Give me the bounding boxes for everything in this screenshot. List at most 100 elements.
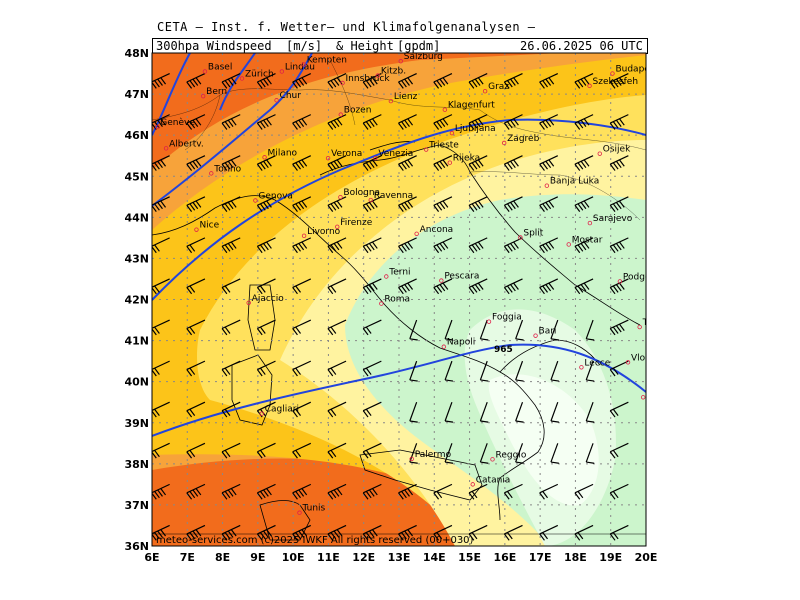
city-marker <box>579 365 584 370</box>
city-marker <box>384 274 389 279</box>
city-marker <box>587 83 592 89</box>
wind-barb <box>398 237 417 254</box>
wind-barb <box>186 483 206 500</box>
wind-barb <box>609 237 629 254</box>
city-label: Podgorica <box>623 272 667 282</box>
longitude-tick: 13E <box>388 551 411 564</box>
height-contour-line <box>219 53 256 111</box>
wind-barb <box>515 402 524 423</box>
wind-barb <box>292 278 312 295</box>
wind-barb <box>433 278 453 295</box>
wind-barb <box>327 196 347 213</box>
city-label: Vlora <box>631 353 654 363</box>
wind-barb <box>186 196 206 213</box>
wind-barb <box>327 155 347 171</box>
wind-barb <box>468 196 488 213</box>
city-label: Bozen <box>344 106 372 116</box>
city-label: Szekesfeh <box>593 77 639 87</box>
wind-barb <box>292 483 312 500</box>
height-contour-line <box>152 343 646 437</box>
wind-barb <box>221 278 241 295</box>
latitude-tick: 38N <box>124 458 149 471</box>
wind-barb <box>152 155 170 171</box>
city-marker <box>301 233 307 239</box>
city-marker <box>470 482 475 487</box>
wind-barb <box>515 319 524 341</box>
latitude-tick: 36N <box>124 540 149 553</box>
wind-barb <box>468 524 488 541</box>
wind-barb <box>186 237 206 254</box>
wind-barb <box>433 483 453 500</box>
city-marker <box>259 411 264 416</box>
wind-barb <box>479 402 489 423</box>
longitude-tick: 16E <box>493 551 516 564</box>
title-box: 300hpa Windspeed [m/s] & Height [gpdm] 2… <box>152 38 648 54</box>
city-marker <box>262 155 267 160</box>
wind-barb <box>503 196 523 213</box>
wind-barb <box>398 278 417 295</box>
city-marker <box>209 171 214 176</box>
wind-barb <box>292 401 312 418</box>
wind-barb <box>398 155 417 171</box>
wind-barb <box>362 360 382 377</box>
wind-barb <box>433 237 453 254</box>
field-label: 300hpa Windspeed <box>156 39 272 53</box>
city-marker <box>200 93 206 99</box>
city-marker <box>163 146 169 151</box>
city-label: Split <box>523 228 543 238</box>
wind-barb <box>468 72 488 89</box>
city-marker <box>155 124 160 130</box>
wind-barb <box>221 114 241 130</box>
wind-barb <box>221 196 241 213</box>
wind-barb <box>292 360 312 377</box>
wind-barb <box>362 524 382 541</box>
city-label: Verona <box>331 149 362 159</box>
wind-barb <box>503 114 523 130</box>
contour-value-label: 965 <box>494 345 513 355</box>
wind-barb <box>539 155 559 171</box>
city-marker <box>544 183 550 188</box>
wind-barb <box>503 72 523 89</box>
wind-barb <box>152 483 170 500</box>
city-marker <box>447 160 453 165</box>
height-contour-line <box>152 53 313 207</box>
wind-barb <box>550 360 559 382</box>
wind-barb <box>362 319 382 336</box>
copyright-footer: meteo-services.com (c)2025 IWKF All righ… <box>156 535 474 546</box>
city-marker <box>202 69 208 74</box>
latitude-tick: 37N <box>124 499 149 512</box>
wind-barb <box>409 402 418 423</box>
latitude-tick-labels: 48N 47N 46N 45N 44N 43N 42N 41N 40N 39N 38N 37N 36N <box>124 47 149 553</box>
city-label: Firenze <box>340 218 372 228</box>
wind-barb <box>256 483 276 500</box>
city-label: Ancona <box>420 225 454 235</box>
city-label: Ajaccio <box>252 294 285 304</box>
wind-barb <box>479 443 489 464</box>
wind-barb <box>221 72 241 89</box>
longitude-tick-labels: 6E 7E 8E 9E 10E 11E 12E 13E 14E 15E 16E 17E 18E 19E 20… <box>144 551 657 564</box>
wind-barb <box>362 278 382 295</box>
wind-barbs <box>152 72 629 541</box>
city-marker <box>253 198 258 203</box>
wind-barb <box>186 72 206 89</box>
wind-barb <box>468 155 488 171</box>
city-label: Bologna <box>343 188 380 198</box>
longitude-tick: 10E <box>282 551 305 564</box>
wind-barb <box>409 443 418 464</box>
city-label: Sarajevo <box>593 214 633 224</box>
wind-barb <box>186 360 206 377</box>
city-label: Banja Luka <box>550 177 599 187</box>
wind-barb <box>479 319 489 341</box>
city-label: Chur <box>280 91 302 101</box>
wind-barb <box>539 278 559 295</box>
city-label: Nice <box>199 221 219 231</box>
wind-barb <box>609 524 629 541</box>
wind-barb <box>221 401 241 418</box>
city-marker <box>640 395 646 400</box>
city-marker <box>441 344 447 349</box>
city-label: Lindau <box>285 62 315 72</box>
city-label: Milano <box>268 148 298 158</box>
wind-barb <box>256 237 276 254</box>
wind-barb <box>292 196 312 213</box>
